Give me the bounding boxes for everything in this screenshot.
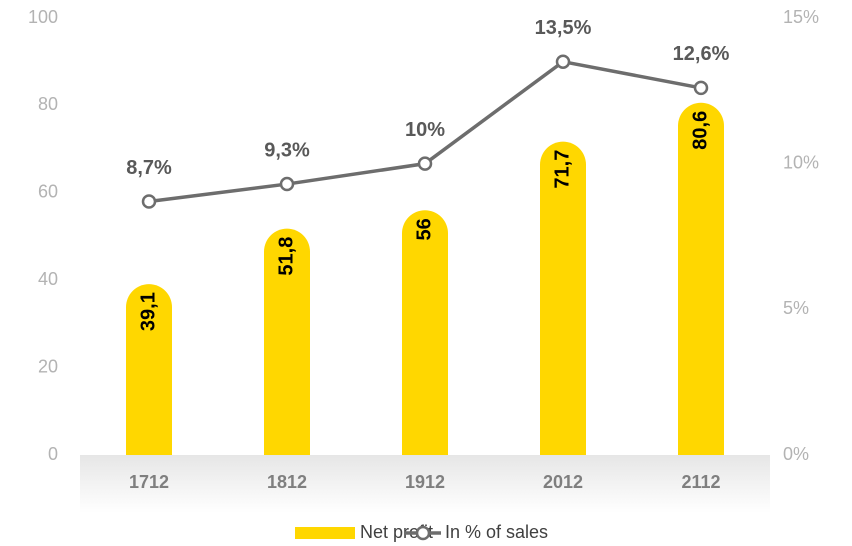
x-tick-label: 1912 (405, 472, 445, 492)
bar (678, 102, 724, 455)
bar (540, 141, 586, 455)
marker (141, 194, 157, 209)
data-label: 12,6% (673, 43, 730, 65)
data-label: 13,5% (535, 17, 592, 39)
data-label: 39,1 (137, 292, 159, 331)
marker (693, 80, 709, 96)
data-label: 8,7% (126, 157, 172, 179)
y-tick-label: 80 (38, 94, 58, 114)
data-label: 51,8 (275, 237, 297, 276)
x-tick-label: 1712 (129, 472, 169, 492)
x-tick-label: 1812 (267, 472, 307, 492)
x-tick-label: 2012 (543, 472, 583, 492)
y-tick-label: 100 (28, 7, 58, 27)
data-label: 10% (405, 119, 445, 141)
data-label: 71,7 (551, 150, 573, 189)
y-tick-label: 20 (38, 356, 58, 376)
data-label: 56 (413, 218, 435, 240)
y2-tick-label: 10% (783, 152, 819, 172)
x-tick-label: 2112 (681, 472, 720, 492)
data-label: 80,6 (689, 111, 711, 150)
legend-label: In % of sales (445, 522, 548, 542)
bar (402, 210, 449, 455)
y2-tick-label: 5% (783, 298, 809, 318)
marker (555, 54, 571, 69)
data-label: 9,3% (264, 139, 310, 161)
legend-marker (415, 525, 431, 541)
y-tick-label: 60 (38, 182, 58, 202)
y-tick-label: 0 (48, 444, 58, 464)
y-tick-label: 40 (38, 269, 58, 289)
legend-swatch (295, 527, 355, 539)
bar (126, 284, 172, 455)
marker (279, 176, 295, 192)
y2-tick-label: 0% (783, 444, 809, 464)
axis-band (80, 455, 770, 513)
legend-label: Net profit (360, 522, 433, 542)
marker (417, 156, 433, 171)
y2-tick-label: 15% (783, 7, 819, 27)
bar (264, 228, 310, 455)
